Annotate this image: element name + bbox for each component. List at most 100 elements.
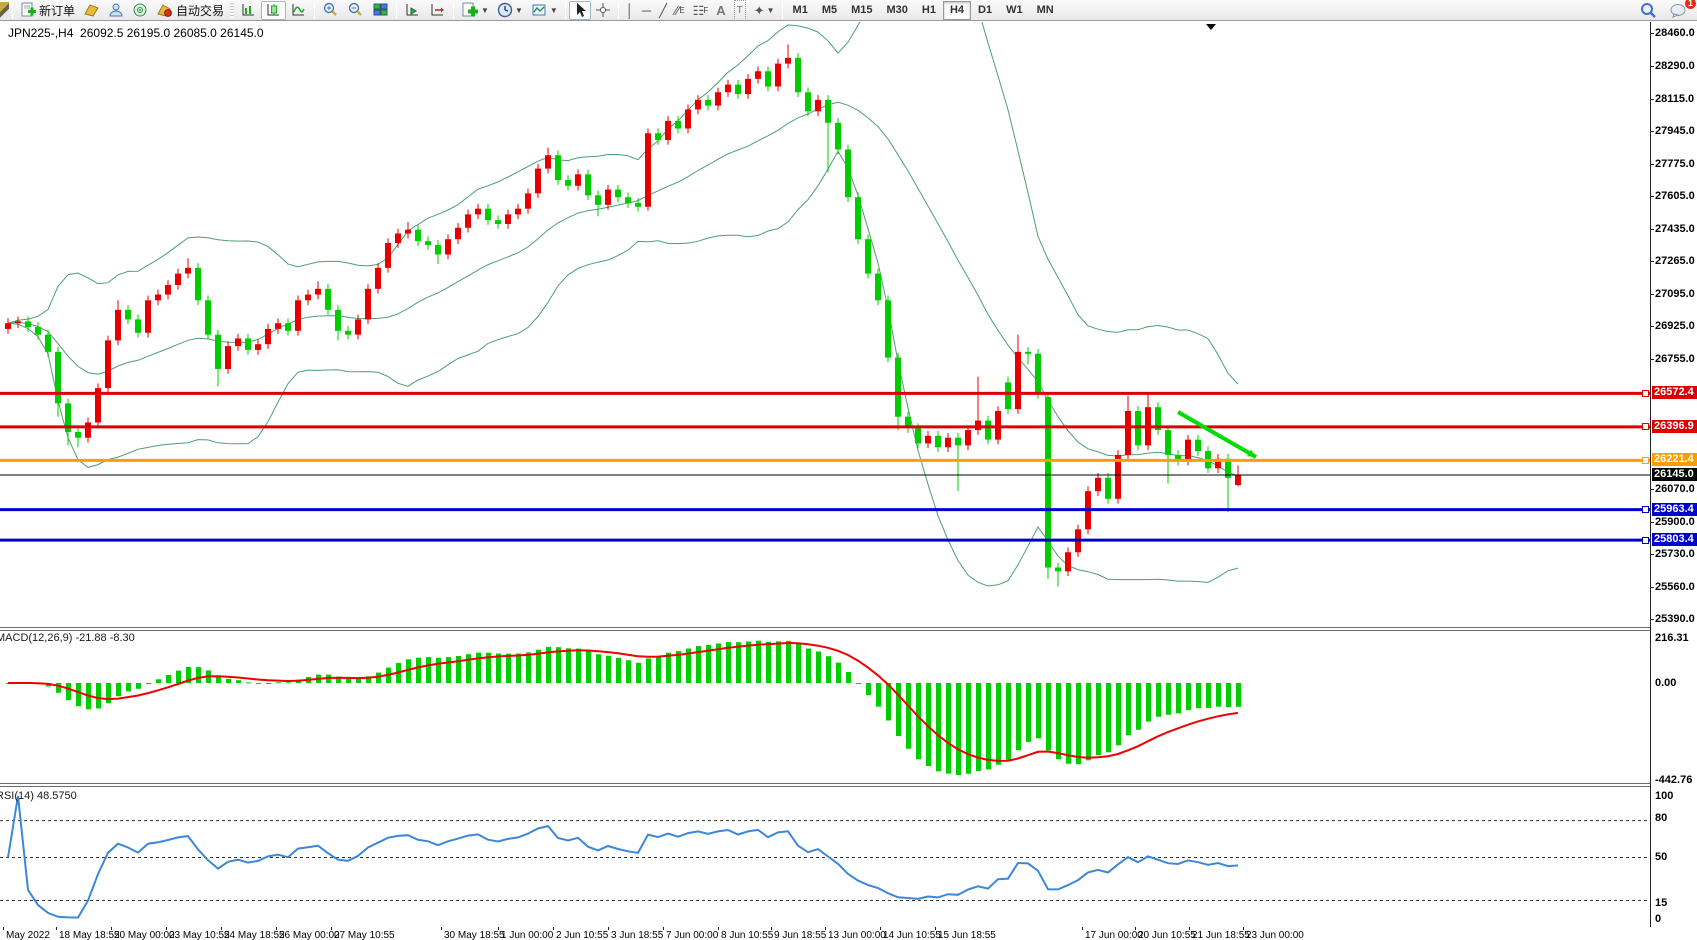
rsi-pane-canvas[interactable] <box>0 787 1650 924</box>
timeframe-h4[interactable]: H4 <box>942 0 972 20</box>
candle-body <box>745 78 751 95</box>
price-line-marker <box>1642 506 1649 514</box>
symbol-period: JPN225-,H4 <box>8 26 74 40</box>
macd-histogram-bar <box>346 678 351 683</box>
rsi-scale-label: 0 <box>1655 913 1662 925</box>
zoom-in-button[interactable] <box>318 1 343 20</box>
time-tick-label: 23 Jun 00:00 <box>1246 930 1304 940</box>
crosshair-tool-button[interactable] <box>591 1 615 20</box>
signals-button[interactable] <box>128 1 152 20</box>
trendline-tool[interactable]: ╱ <box>655 1 671 20</box>
vertical-line-tool[interactable]: │ <box>622 1 638 20</box>
price-line-tag-26145.0[interactable]: 26145.0 <box>1652 467 1697 481</box>
candle-body <box>215 334 221 370</box>
horizontal-line-tool[interactable]: ─ <box>638 1 655 20</box>
bar-chart-mode-button[interactable] <box>236 1 261 20</box>
price-line-tag-26221.4[interactable]: 26221.4 <box>1652 453 1697 467</box>
timeframe-h1[interactable]: H1 <box>921 4 936 16</box>
macd-histogram-bar <box>116 683 121 697</box>
candle-body <box>1215 458 1221 469</box>
candle-body <box>925 435 931 444</box>
time-tick-mark <box>56 927 57 930</box>
auto-trading-button[interactable]: 自动交易 <box>152 1 228 20</box>
timeframe-m15[interactable]: M15 <box>851 4 873 16</box>
trend-arrow-line[interactable] <box>1177 410 1257 459</box>
macd-histogram-bar <box>816 651 821 683</box>
chart-shift-marker[interactable] <box>1206 24 1216 30</box>
candle-body <box>1165 430 1171 455</box>
candle-body <box>415 229 421 242</box>
price-line-tag-26396.9[interactable]: 26396.9 <box>1652 419 1697 433</box>
price-line-tag-26572.4[interactable]: 26572.4 <box>1652 386 1697 400</box>
chart-region: JPN225-,H4 26092.5 26195.0 26085.0 26145… <box>0 22 1697 940</box>
line-chart-mode-button[interactable] <box>286 1 311 20</box>
time-tick-label: 23 May 10:55 <box>169 930 230 940</box>
price-tick-label: 27435.0 <box>1655 222 1695 235</box>
time-tick-mark <box>771 927 772 930</box>
candle-body <box>105 340 111 389</box>
macd-histogram-bar <box>826 656 831 683</box>
zoom-out-button[interactable] <box>343 1 368 20</box>
candle-body <box>515 208 521 215</box>
macd-histogram-bar <box>796 643 801 683</box>
tile-windows-icon <box>373 3 388 16</box>
timeframe-d1[interactable]: D1 <box>978 4 993 16</box>
new-chart-button[interactable] <box>79 1 104 20</box>
timeframe-mn[interactable]: MN <box>1036 4 1054 16</box>
time-axis[interactable]: May 2022 18 May 18:55 20 May 00:00 23 May 1… <box>0 927 1697 940</box>
candle-body <box>775 63 781 87</box>
text-label-tool[interactable]: T <box>730 0 750 21</box>
timeframe-m1[interactable]: M1 <box>792 4 808 16</box>
time-tick-label: 21 Jun 18:55 <box>1192 930 1250 940</box>
time-tick-mark <box>553 927 554 930</box>
macd-histogram-bar <box>226 678 231 683</box>
macd-histogram-bar <box>336 676 341 683</box>
main-chart-canvas[interactable] <box>0 22 1650 627</box>
templates-caret: ▼ <box>549 5 558 15</box>
templates-button[interactable]: ▼ <box>527 1 562 20</box>
text-tool[interactable]: A <box>712 1 729 20</box>
indicators-icon <box>462 2 479 17</box>
channel-tool[interactable]: ∕∕ E <box>671 1 689 20</box>
candlestick-mode-button[interactable] <box>261 0 287 20</box>
search-button[interactable] <box>1635 1 1661 20</box>
macd-histogram-bar <box>1056 683 1061 760</box>
macd-histogram-bar <box>1156 683 1161 717</box>
timeframe-m5[interactable]: M5 <box>821 4 838 16</box>
price-scale-axis[interactable] <box>1650 22 1651 927</box>
new-order-button[interactable]: 新订单 <box>16 1 79 20</box>
macd-histogram-bar <box>776 641 781 683</box>
macd-histogram-bar <box>746 641 751 683</box>
macd-histogram-bar <box>656 655 661 683</box>
cursor-tool-button[interactable] <box>568 0 591 20</box>
macd-histogram-bar <box>1206 683 1211 708</box>
indicators-button[interactable]: ▼ <box>457 1 493 20</box>
price-line-tag-25803.4[interactable]: 25803.4 <box>1652 533 1697 547</box>
pane-separator-rsi[interactable] <box>0 783 1650 787</box>
auto-scroll-button[interactable] <box>400 1 425 20</box>
pane-separator-macd[interactable] <box>0 627 1650 631</box>
timeframe-m30[interactable]: M30 <box>886 4 908 16</box>
macd-histogram-bar <box>1076 683 1081 765</box>
price-line-tag-25963.4[interactable]: 25963.4 <box>1652 502 1697 516</box>
candle-body <box>735 84 741 95</box>
timeframe-w1[interactable]: W1 <box>1006 4 1023 16</box>
macd-pane-canvas[interactable] <box>0 631 1650 783</box>
macd-histogram-bar <box>1046 683 1051 751</box>
fibonacci-tool[interactable]: ☷ F <box>689 1 713 20</box>
time-tick-label: 18 May 18:55 <box>59 930 120 940</box>
candle-body <box>115 309 121 341</box>
macd-histogram-bar <box>486 652 491 683</box>
price-tick-mark <box>1650 554 1654 556</box>
arrows-tool[interactable]: ✦ ▼ <box>750 1 779 20</box>
macd-histogram-bar <box>686 648 691 683</box>
chart-shift-button[interactable] <box>425 1 450 20</box>
periods-button[interactable]: ▼ <box>493 1 527 20</box>
chat-bubble-icon <box>1670 4 1686 18</box>
notifications-button[interactable]: 1 <box>1665 0 1696 20</box>
tile-windows-button[interactable] <box>368 1 393 20</box>
profiles-button[interactable] <box>104 1 128 20</box>
price-line-marker <box>1642 536 1649 544</box>
fibonacci-icon: ☷ <box>692 2 705 18</box>
candle-body <box>5 323 11 329</box>
